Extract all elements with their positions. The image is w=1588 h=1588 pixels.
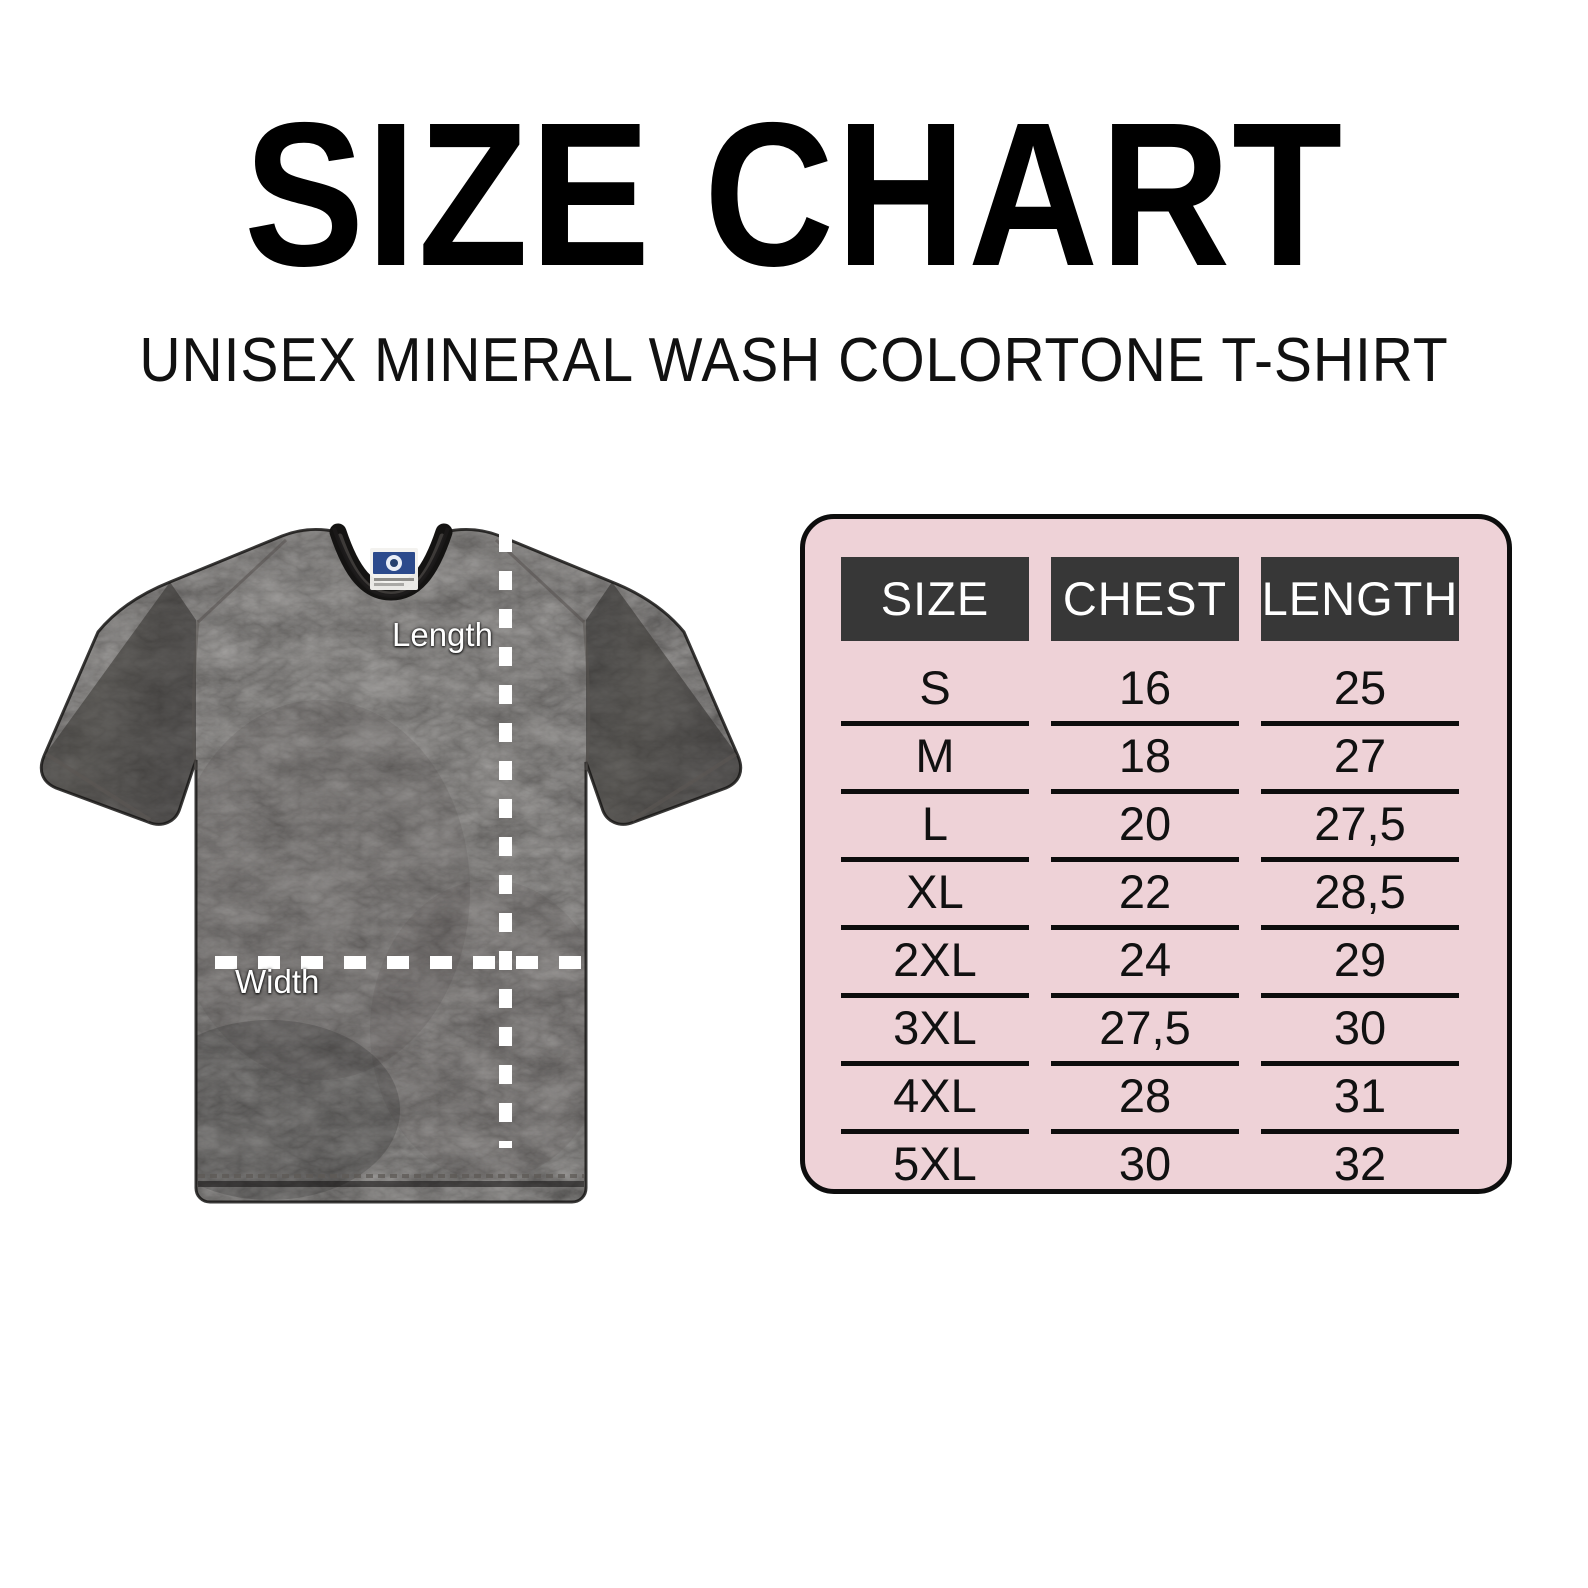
cell-chest: 16	[1118, 661, 1172, 714]
length-measure-line	[499, 533, 512, 1148]
sleeve-hem-left	[44, 752, 152, 822]
column-header-length: LENGTH	[1261, 557, 1459, 641]
cell-length: 27,5	[1261, 789, 1459, 857]
width-measure-label: Width	[235, 963, 320, 1000]
tshirt-collar	[329, 523, 453, 601]
cell-size: 5XL	[841, 1129, 1029, 1197]
cell-chest: 27,5	[1051, 993, 1239, 1061]
header-gap	[841, 641, 1481, 653]
table-row: 4XL 28 31	[841, 1061, 1481, 1129]
cell-chest: 22	[1051, 857, 1239, 925]
cell-length: 27	[1261, 721, 1459, 789]
neck-label-tag	[370, 548, 418, 590]
size-table-panel: SIZE CHEST LENGTH S 16 25 M 18 27 L 20	[800, 514, 1512, 1194]
cell-size: M	[841, 721, 1029, 789]
cell-chest: 24	[1051, 925, 1239, 993]
table-header-row: SIZE CHEST LENGTH	[841, 557, 1481, 641]
page-header: SIZE CHART UNISEX MINERAL WASH COLORTONE…	[0, 80, 1588, 395]
cell-chest: 28	[1051, 1061, 1239, 1129]
armhole-seam-left	[191, 619, 200, 771]
table-row: M 18 27	[841, 721, 1481, 789]
tshirt-icon	[39, 523, 743, 1204]
length-measure-label: Length	[392, 616, 493, 653]
cell-size: XL	[841, 857, 1029, 925]
cell-size: 2XL	[841, 925, 1029, 993]
cell-length: 32	[1261, 1129, 1459, 1197]
cell-length: 25	[1333, 661, 1387, 714]
cell-length: 29	[1261, 925, 1459, 993]
table-row: L 20 27,5	[841, 789, 1481, 857]
table-row: XL 22 28,5	[841, 857, 1481, 925]
table-row: 3XL 27,5 30	[841, 993, 1481, 1061]
column-header-size: SIZE	[841, 557, 1029, 641]
table-row: 5XL 30 32	[841, 1129, 1481, 1197]
cell-size: S	[919, 661, 951, 714]
cell-size: L	[841, 789, 1029, 857]
cell-size: 3XL	[841, 993, 1029, 1061]
cell-length: 30	[1261, 993, 1459, 1061]
cell-size: 4XL	[841, 1061, 1029, 1129]
page-title: SIZE CHART	[244, 80, 1345, 309]
armhole-seam-right	[582, 619, 591, 771]
table-row: 2XL 24 29	[841, 925, 1481, 993]
shoulder-seam-left	[196, 538, 288, 624]
cell-chest: 20	[1051, 789, 1239, 857]
sleeve-hem-right	[630, 752, 738, 822]
width-measure-line	[172, 956, 652, 969]
table-row: S 16 25	[841, 653, 1481, 721]
tshirt-illustration	[20, 470, 760, 1210]
column-header-chest: CHEST	[1051, 557, 1239, 641]
cell-length: 28,5	[1261, 857, 1459, 925]
size-table: SIZE CHEST LENGTH S 16 25 M 18 27 L 20	[841, 557, 1481, 1197]
page-subtitle: UNISEX MINERAL WASH COLORTONE T-SHIRT	[139, 326, 1449, 395]
cell-chest: 30	[1051, 1129, 1239, 1197]
cell-chest: 18	[1051, 721, 1239, 789]
cell-length: 31	[1261, 1061, 1459, 1129]
